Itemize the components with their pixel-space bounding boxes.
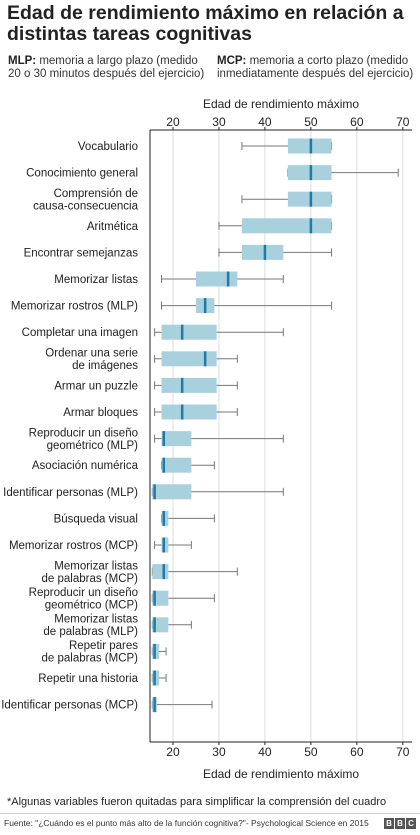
category-label-line: Comprensión de: [54, 188, 138, 200]
source-credit: Fuente: "¿Cuándo es el punto más alto de…: [4, 818, 369, 828]
iqr-box: [161, 431, 192, 447]
category-label-line: Armar un puzzle: [54, 380, 138, 392]
x-tick-label-bottom: 60: [350, 745, 364, 759]
legend-mcp-text: memoria a corto plazo (medido inmediatam…: [217, 55, 414, 80]
chart-title: Edad de rendimiento máximo en relación a…: [7, 2, 404, 45]
x-tick-label-bottom: 20: [166, 745, 180, 759]
category-label-line: Memorizar rostros (MLP): [11, 301, 138, 313]
x-tick-label-bottom: 30: [212, 745, 226, 759]
iqr-box: [152, 617, 169, 633]
category-label-line: Memorizar rostros (MCP): [9, 540, 138, 552]
category-label-line: Asociación numérica: [32, 460, 139, 472]
category-label: Ordenar una serie de imágenes: [45, 348, 138, 373]
category-label: Completar una imagen: [22, 327, 138, 339]
category-label: Repetir pares de palabras (MCP): [41, 640, 138, 665]
category-label-line: de palabras (MLP): [43, 626, 138, 638]
category-label-line: Memorizar listas: [54, 274, 138, 286]
x-tick-label-bottom: 50: [304, 745, 318, 759]
category-label-line: Identificar personas (MLP): [3, 487, 138, 499]
category-label-line: Repetir una historia: [38, 673, 138, 685]
x-tick-label-top: 50: [304, 115, 318, 129]
iqr-box: [195, 271, 238, 287]
x-tick-label-top: 60: [350, 115, 364, 129]
category-label: Conocimiento general: [26, 168, 138, 180]
category-label: Encontrar semejanzas: [24, 247, 139, 259]
bbc-logo: B B C: [384, 818, 416, 829]
category-label: Armar un puzzle: [54, 380, 138, 392]
legend-mlp: MLP: memoria a largo plazo (medido 20 o …: [8, 55, 213, 81]
iqr-box: [152, 484, 192, 500]
legend-mcp: MCP: memoria a corto plazo (medido inmed…: [217, 55, 417, 81]
x-tick-label-bottom: 70: [396, 745, 410, 759]
footer-divider: [0, 813, 420, 814]
category-label-line: causa-consecuencia: [33, 200, 138, 212]
category-label: Identificar personas (MCP): [1, 700, 138, 712]
x-tick-label-top: 30: [212, 115, 226, 129]
bbc-letter-3: C: [406, 818, 416, 829]
iqr-box: [152, 564, 169, 580]
category-label-line: geométrico (MCP): [45, 599, 138, 611]
category-label: Vocabulario: [78, 141, 138, 153]
category-label-line: de imágenes: [72, 360, 138, 372]
category-label: Memorizar rostros (MLP): [11, 301, 138, 313]
category-label-line: Reproducir un diseño: [29, 427, 138, 439]
iqr-box: [241, 218, 332, 234]
legend-mlp-text: memoria a largo plazo (medido 20 o 30 mi…: [8, 55, 205, 80]
category-label: Memorizar listas: [54, 274, 138, 286]
category-label-line: de palabras (MCP): [41, 653, 138, 665]
iqr-box: [161, 404, 217, 420]
legend-mlp-key: MLP:: [8, 55, 37, 67]
category-label: Reproducir un diseño geométrico (MCP): [29, 587, 138, 612]
category-label: Aritmética: [87, 221, 139, 233]
iqr-box: [152, 590, 169, 606]
iqr-box: [241, 244, 284, 260]
category-label-line: Vocabulario: [78, 141, 138, 153]
category-label: Asociación numérica: [32, 460, 139, 472]
x-axis-title-bottom: Edad de rendimiento máximo: [202, 767, 360, 781]
x-tick-label-top: 70: [396, 115, 410, 129]
category-label: Memorizar listas de palabras (MLP): [43, 614, 138, 639]
category-label-line: Identificar personas (MCP): [1, 700, 138, 712]
bbc-letter-2: B: [395, 818, 405, 829]
category-label-line: geométrico (MLP): [47, 440, 139, 452]
category-label-line: Armar bloques: [63, 407, 138, 419]
category-label-line: Repetir pares: [69, 640, 138, 652]
category-label: Comprensión de causa-consecuencia: [33, 188, 138, 213]
footnote: *Algunas variables fueron quitadas para …: [7, 796, 387, 808]
x-tick-label-top: 40: [258, 115, 272, 129]
category-label-line: Ordenar una serie: [45, 348, 138, 360]
category-label-line: Búsqueda visual: [54, 513, 138, 525]
category-label: Identificar personas (MLP): [3, 487, 138, 499]
iqr-box: [161, 324, 217, 340]
category-label-line: Conocimiento general: [26, 168, 138, 180]
iqr-box: [161, 351, 217, 367]
category-label: Memorizar listas de palabras (MCP): [41, 560, 138, 585]
category-label-line: Memorizar listas: [54, 614, 138, 626]
x-tick-label-bottom: 40: [258, 745, 272, 759]
iqr-box: [161, 377, 217, 393]
category-label-line: de palabras (MCP): [41, 573, 138, 585]
category-label: Repetir una historia: [38, 673, 138, 685]
category-label-line: Completar una imagen: [22, 327, 138, 339]
category-label: Búsqueda visual: [54, 513, 138, 525]
x-tick-label-top: 20: [166, 115, 180, 129]
category-label: Memorizar rostros (MCP): [9, 540, 138, 552]
category-label: Armar bloques: [63, 407, 138, 419]
category-label-line: Memorizar listas: [54, 560, 138, 572]
category-label-line: Encontrar semejanzas: [24, 247, 139, 259]
category-label-line: Aritmética: [87, 221, 139, 233]
category-label: Reproducir un diseño geométrico (MLP): [29, 427, 138, 452]
x-axis-title-top: Edad de rendimiento máximo: [202, 97, 360, 111]
iqr-box: [161, 457, 192, 473]
legend-mcp-key: MCP:: [217, 55, 247, 67]
category-label-line: Reproducir un diseño: [29, 587, 138, 599]
bbc-letter-1: B: [384, 818, 394, 829]
